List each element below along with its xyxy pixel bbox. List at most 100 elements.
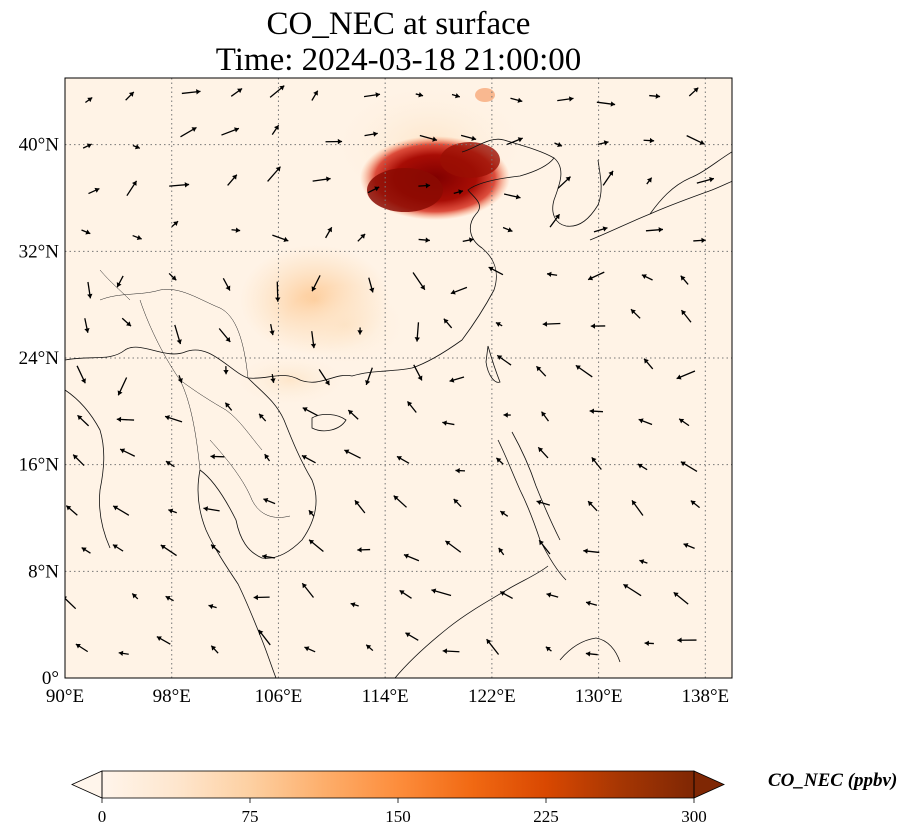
wind-vector	[156, 636, 171, 645]
map-title-line2: Time: 2024-03-18 21:00:00	[215, 42, 582, 78]
wind-vector	[81, 229, 91, 235]
wind-vector	[585, 651, 598, 657]
wind-vector	[597, 140, 609, 146]
wind-vector	[368, 277, 375, 293]
wind-vector	[357, 233, 366, 242]
wind-vector	[462, 237, 474, 243]
coastline-japan-north	[649, 151, 732, 215]
wind-vector	[545, 646, 552, 652]
wind-vector	[231, 227, 241, 233]
wind-vector	[301, 582, 315, 598]
wind-vector	[680, 461, 698, 473]
wind-vector	[262, 553, 275, 560]
wind-vector	[116, 416, 135, 423]
wind-vector	[311, 90, 319, 101]
lon-tick-label: 138°E	[681, 686, 729, 707]
wind-vector	[84, 318, 90, 333]
wind-vector	[132, 234, 142, 241]
wind-vector	[363, 92, 381, 98]
coastline-sulawesi	[559, 637, 621, 663]
wind-vector	[210, 453, 225, 460]
wind-vector	[75, 643, 89, 653]
wind-vector	[272, 234, 289, 242]
wind-vector	[365, 644, 374, 652]
wind-vector	[275, 281, 281, 302]
wind-vector	[546, 592, 559, 598]
concentration-field	[235, 85, 525, 405]
colorbar-tick-label: 300	[681, 807, 707, 826]
wind-vector	[496, 354, 512, 366]
wind-vector	[406, 401, 417, 413]
wind-vector	[267, 166, 281, 182]
lat-tick-label: 0°	[42, 668, 59, 689]
wind-vector	[414, 322, 420, 342]
wind-vector	[495, 321, 503, 327]
wind-vector	[503, 412, 511, 418]
wind-vector	[357, 327, 363, 335]
wind-vector	[546, 271, 558, 278]
wind-vector	[181, 89, 201, 95]
lat-tick-label: 8°N	[28, 561, 59, 582]
plume-core-a	[367, 168, 443, 212]
border-china-south	[99, 289, 249, 379]
wind-vector	[453, 498, 462, 508]
wind-vector	[443, 318, 453, 329]
wind-vector	[499, 591, 513, 600]
wind-vector	[203, 506, 220, 512]
colorbar-label: CO_NEC (ppbv)	[768, 770, 898, 791]
wind-vector	[549, 213, 561, 228]
border-laos	[179, 379, 263, 451]
plume-core-b	[440, 142, 500, 178]
wind-vector	[112, 505, 130, 516]
wind-vector	[227, 174, 238, 186]
wind-vector	[165, 460, 175, 468]
wind-vector	[168, 272, 177, 281]
map-title-line1: CO_NEC at surface	[266, 6, 531, 42]
wind-vector	[677, 637, 697, 643]
wind-vector	[646, 177, 653, 185]
wind-vector	[649, 93, 661, 99]
lon-tick-label: 114°E	[362, 686, 409, 707]
wind-vector	[676, 370, 696, 380]
wind-vector	[82, 143, 92, 149]
wind-vector	[117, 377, 128, 396]
wind-vector	[589, 408, 604, 414]
colorbar-ticks: 0 75 150 225 300	[98, 798, 707, 826]
wind-vector	[118, 650, 129, 657]
coastline-philippines-east	[511, 431, 561, 541]
wind-vector	[680, 275, 689, 285]
wind-vector	[354, 499, 366, 514]
wind-vector	[590, 323, 606, 329]
wind-vector	[263, 497, 276, 505]
wind-vector	[222, 278, 231, 291]
wind-vector	[325, 138, 343, 145]
wind-vector	[502, 226, 513, 233]
wind-vector	[412, 272, 426, 291]
colorbar-extend-min	[71, 770, 103, 799]
wind-vector	[364, 131, 378, 137]
wind-vector	[587, 500, 598, 512]
coastline-china	[65, 138, 555, 383]
wind-vector	[538, 539, 551, 555]
wind-vector	[631, 500, 644, 516]
wind-vector	[585, 600, 598, 606]
wind-vector	[269, 85, 285, 98]
wind-vector	[119, 448, 136, 457]
wind-vector	[503, 193, 521, 200]
coastline-borneo	[394, 565, 549, 678]
wind-vector	[418, 237, 430, 243]
wind-vector	[453, 189, 464, 195]
wind-vector	[116, 275, 124, 288]
border-northeast-india	[99, 269, 131, 301]
colorbar-extend-max	[693, 770, 725, 799]
wind-vector	[537, 446, 549, 459]
latitude-labels: 0° 8°N 16°N 24°N 32°N 40°N	[19, 135, 60, 689]
lat-tick-label: 16°N	[19, 455, 60, 476]
wind-vector	[673, 591, 689, 605]
wind-vector	[81, 546, 91, 554]
wind-vector	[449, 376, 465, 383]
wind-vector	[680, 309, 692, 323]
lat-tick-label: 40°N	[19, 135, 60, 156]
wind-vector	[418, 182, 431, 189]
